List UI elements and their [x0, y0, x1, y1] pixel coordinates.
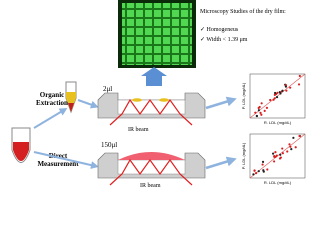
vol-large: 150μl: [101, 141, 117, 149]
t: Microscopy Studies of the dry film:: [200, 8, 286, 15]
item: Width < 1.39 μm: [206, 37, 247, 43]
micro-title: Microscopy Studies of the dry film:: [200, 8, 286, 15]
check-1: ✓ Homogeneus: [200, 27, 239, 33]
dot: [252, 173, 255, 176]
dot: [265, 106, 269, 109]
t: Organic: [40, 91, 65, 99]
dot: [258, 105, 261, 109]
dot: [262, 170, 265, 173]
dot: [261, 160, 265, 163]
dot: [274, 151, 277, 154]
dot: [266, 168, 269, 171]
dot: [255, 114, 259, 118]
arrow: [33, 107, 68, 129]
vol-small: 2μl: [103, 85, 112, 93]
dot: [279, 153, 282, 156]
dot: [269, 98, 272, 102]
dot: [254, 111, 257, 114]
organic: Organic Extraction: [36, 91, 68, 107]
ir-2: IR beam: [140, 183, 161, 189]
x-label: R. LDL (mg/dL): [264, 120, 292, 125]
dot: [263, 109, 266, 112]
beam: [109, 158, 193, 186]
item: Homogeneus: [207, 27, 239, 33]
dot: [281, 152, 284, 155]
arrow: [77, 99, 99, 109]
dot: [278, 91, 281, 94]
dot: [286, 150, 289, 153]
dot: [275, 96, 279, 99]
dot: [272, 98, 275, 101]
dot: [259, 111, 262, 114]
dot: [281, 147, 284, 150]
dot: [289, 86, 292, 89]
arrow: [205, 156, 237, 170]
micrograph: [122, 3, 192, 65]
vial-pellet: [68, 103, 74, 112]
dot: [273, 91, 277, 95]
dot: [274, 155, 277, 158]
dot: [254, 172, 258, 175]
dot: [285, 89, 288, 92]
direct: Direct Measurement: [37, 152, 79, 168]
dot: [284, 85, 288, 88]
dot: [260, 113, 263, 116]
dot: [292, 136, 295, 139]
check-2: ✓ Width < 1.39 μm: [200, 37, 248, 43]
dot: [253, 169, 256, 172]
dot: [257, 170, 260, 173]
dot: [288, 143, 291, 146]
ir-1: IR beam: [128, 127, 149, 133]
arrow: [33, 151, 99, 170]
x-label: R. LDL (mg/dL): [264, 180, 292, 185]
t: Extraction: [36, 99, 68, 107]
dot: [257, 109, 261, 112]
dot: [260, 102, 263, 105]
up-arrow: [141, 67, 167, 86]
t: Direct: [49, 152, 68, 160]
tube-liquid: [13, 142, 29, 161]
y-label: P. LDL (mg/dL): [241, 82, 246, 109]
drop: [159, 98, 169, 102]
y-label: P. LDL (mg/dL): [241, 142, 246, 169]
dot: [281, 89, 284, 92]
dot: [273, 160, 276, 163]
dot: [273, 97, 276, 100]
vial-liquid: [66, 92, 76, 112]
sample: [118, 152, 185, 160]
dot: [290, 148, 293, 151]
t: Measurement: [37, 160, 79, 168]
drop: [132, 98, 142, 102]
diagram: Microscopy Studies of the dry film: ✓ Ho…: [11, 0, 306, 189]
dot: [289, 145, 292, 148]
dot: [298, 134, 301, 138]
dot: [294, 146, 297, 149]
crystal: [117, 99, 186, 115]
beam: [109, 98, 193, 126]
dot: [297, 83, 301, 86]
dot: [298, 74, 301, 78]
dot: [278, 157, 282, 160]
arrow: [205, 96, 237, 110]
dot: [261, 163, 264, 166]
dot: [272, 152, 275, 155]
